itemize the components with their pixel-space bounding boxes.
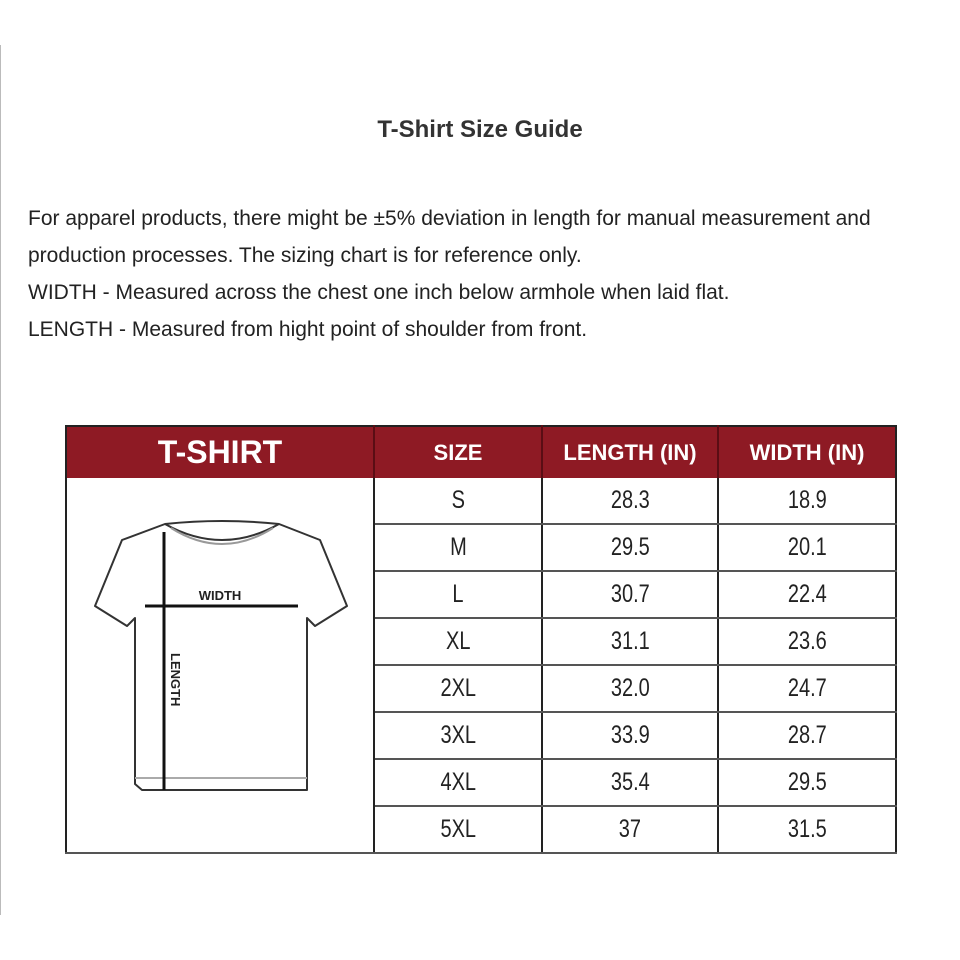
- length-note: LENGTH - Measured from hight point of sh…: [28, 318, 588, 341]
- length-cell-value: 37: [618, 815, 642, 843]
- size-cell-value: S: [451, 486, 465, 514]
- deviation-note: For apparel products, there might be ±5%…: [28, 207, 871, 267]
- width-cell: 29.5: [717, 759, 896, 807]
- size-cell: M: [373, 524, 542, 572]
- length-cell-value: 32.0: [610, 674, 650, 702]
- length-cell: 35.4: [541, 759, 718, 807]
- table-row: 3XL 33.9 28.7: [66, 712, 896, 760]
- table-header: T-SHIRT SIZE LENGTH (IN) WIDTH (IN): [66, 426, 896, 478]
- header-size: SIZE: [374, 426, 543, 478]
- size-cell-value: M: [449, 533, 467, 561]
- width-cell-value: 24.7: [787, 674, 827, 702]
- table-row: WIDTH LENGTH S 28.3 18.9: [66, 478, 896, 854]
- length-cell: 31.1: [541, 618, 718, 666]
- length-cell-value: 28.3: [610, 486, 650, 514]
- table-row: 2XL 32.0 24.7: [66, 665, 896, 713]
- header-width: WIDTH (IN): [718, 426, 896, 478]
- page-title: T-Shirt Size Guide: [377, 116, 583, 143]
- length-cell: 33.9: [541, 712, 718, 760]
- width-cell: 28.7: [717, 712, 896, 760]
- width-cell-value: 18.9: [787, 486, 827, 514]
- width-cell: 23.6: [717, 618, 896, 666]
- t-shirt-diagram: WIDTH LENGTH: [66, 478, 375, 854]
- length-cell-value: 31.1: [610, 627, 650, 655]
- description: For apparel products, there might be ±5%…: [28, 200, 948, 348]
- length-cell-value: 33.9: [610, 721, 650, 749]
- size-cell: L: [373, 571, 542, 619]
- length-cell: 29.5: [541, 524, 718, 572]
- size-cell-value: 3XL: [440, 721, 476, 749]
- length-cell: 37: [541, 806, 718, 854]
- size-cell: 4XL: [373, 759, 542, 807]
- length-cell-value: 29.5: [610, 533, 650, 561]
- length-cell-value: 30.7: [610, 580, 650, 608]
- size-cell-value: 5XL: [440, 815, 476, 843]
- width-cell-value: 22.4: [787, 580, 827, 608]
- table-row: L 30.7 22.4: [66, 571, 896, 619]
- width-cell-value: 20.1: [787, 533, 827, 561]
- size-cell: XL: [373, 618, 542, 666]
- size-cell-value: XL: [445, 627, 471, 655]
- width-cell: 20.1: [717, 524, 896, 572]
- table-row: M 29.5 20.1: [66, 524, 896, 572]
- size-cell: S: [373, 478, 542, 525]
- table-row: XL 31.1 23.6: [66, 618, 896, 666]
- header-length: LENGTH (IN): [542, 426, 719, 478]
- length-cell: 32.0: [541, 665, 718, 713]
- width-cell-value: 29.5: [787, 768, 827, 796]
- width-cell: 22.4: [717, 571, 896, 619]
- table-row: 5XL 37 31.5: [66, 806, 896, 854]
- length-cell-value: 35.4: [610, 768, 650, 796]
- size-cell: 5XL: [373, 806, 542, 854]
- length-cell: 30.7: [541, 571, 718, 619]
- size-cell: 2XL: [373, 665, 542, 713]
- table-row: 4XL 35.4 29.5: [66, 759, 896, 807]
- width-cell-value: 31.5: [787, 815, 827, 843]
- width-cell: 18.9: [717, 478, 896, 525]
- width-cell: 24.7: [717, 665, 896, 713]
- page-edge: [0, 45, 1, 915]
- length-label: LENGTH: [168, 653, 183, 706]
- size-cell-value: L: [452, 580, 464, 608]
- t-shirt-outline-icon: WIDTH LENGTH: [94, 520, 348, 791]
- size-cell-value: 4XL: [440, 768, 476, 796]
- header-tshirt: T-SHIRT: [66, 426, 375, 478]
- size-cell: 3XL: [373, 712, 542, 760]
- length-cell: 28.3: [541, 478, 718, 525]
- size-cell-value: 2XL: [440, 674, 476, 702]
- width-note: WIDTH - Measured across the chest one in…: [28, 281, 730, 304]
- width-cell: 31.5: [717, 806, 896, 854]
- width-label: WIDTH: [199, 588, 242, 603]
- size-chart-table: T-SHIRT SIZE LENGTH (IN) WIDTH (IN) WIDT…: [65, 425, 897, 854]
- width-cell-value: 28.7: [787, 721, 827, 749]
- width-cell-value: 23.6: [787, 627, 827, 655]
